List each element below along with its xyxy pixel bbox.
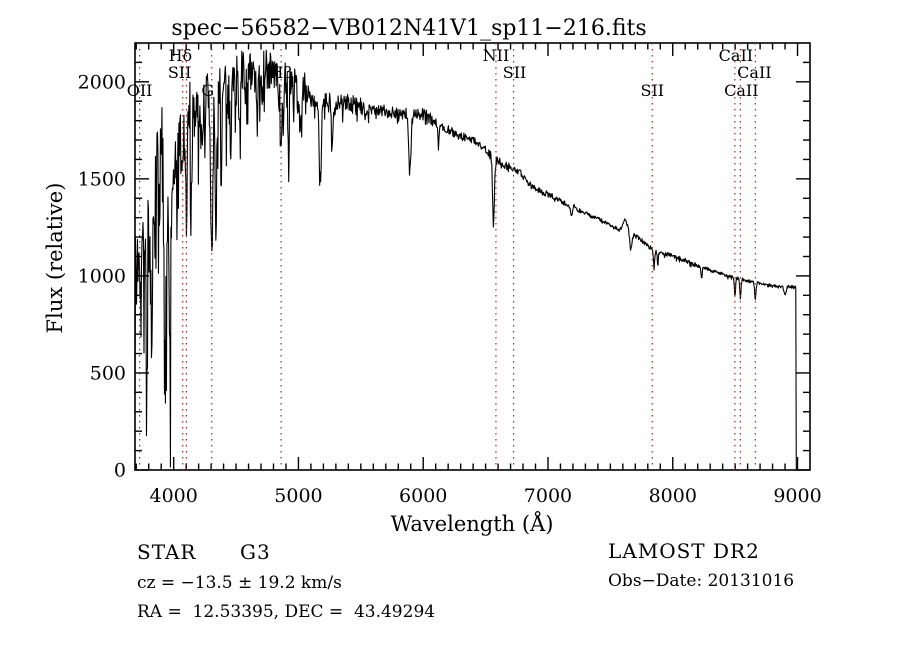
- object-subclass-label: G3: [240, 540, 271, 564]
- x-tick-label: 7000: [524, 485, 572, 507]
- plot-area: 4000 5000 6000 7000 8000 9000 0 500 1000 1500 2000…: [78, 42, 822, 507]
- x-tick-label: 6000: [399, 485, 447, 507]
- y-tick-label: 2000: [78, 71, 126, 93]
- chart-title: spec−56582−VB012N41V1_sp11−216.fits: [171, 16, 646, 41]
- line-label-sii: SII: [168, 63, 192, 82]
- line-label-sii: SII: [640, 81, 664, 100]
- cz-value: cz = −13.5 ± 19.2 km/s: [137, 573, 342, 593]
- obs-date-value: Obs−Date: 20131016: [608, 571, 794, 591]
- y-axis-label: Flux (relative): [43, 183, 67, 334]
- y-tick-label: 0: [114, 460, 126, 482]
- line-label-sii: SII: [503, 63, 527, 82]
- x-tick-label: 4000: [149, 485, 197, 507]
- x-tick-label: 5000: [274, 485, 322, 507]
- x-tick-label: 9000: [773, 485, 821, 507]
- ra-dec-value: RA = 12.53395, DEC = 43.49294: [137, 602, 435, 622]
- line-label-caii: CaII: [737, 63, 771, 82]
- line-label-nii: NII: [483, 46, 510, 65]
- survey-label: LAMOST DR2: [608, 539, 760, 563]
- line-label-caii: CaII: [719, 46, 753, 65]
- line-label-caii: CaII: [724, 81, 758, 100]
- y-tick-label: 1500: [78, 168, 126, 190]
- spectrum-trace: [134, 49, 799, 471]
- object-class-label: STAR: [137, 540, 196, 564]
- x-axis-label: Wavelength (Å): [391, 511, 554, 536]
- line-label-g: G: [201, 81, 214, 100]
- y-tick-label: 500: [90, 362, 126, 384]
- line-label-oii: OII: [127, 81, 153, 100]
- line-label-hβ: Hβ: [270, 63, 293, 82]
- line-label-hδ: Hδ: [169, 46, 193, 65]
- y-tick-label: 1000: [78, 265, 126, 287]
- x-tick-label: 8000: [649, 485, 697, 507]
